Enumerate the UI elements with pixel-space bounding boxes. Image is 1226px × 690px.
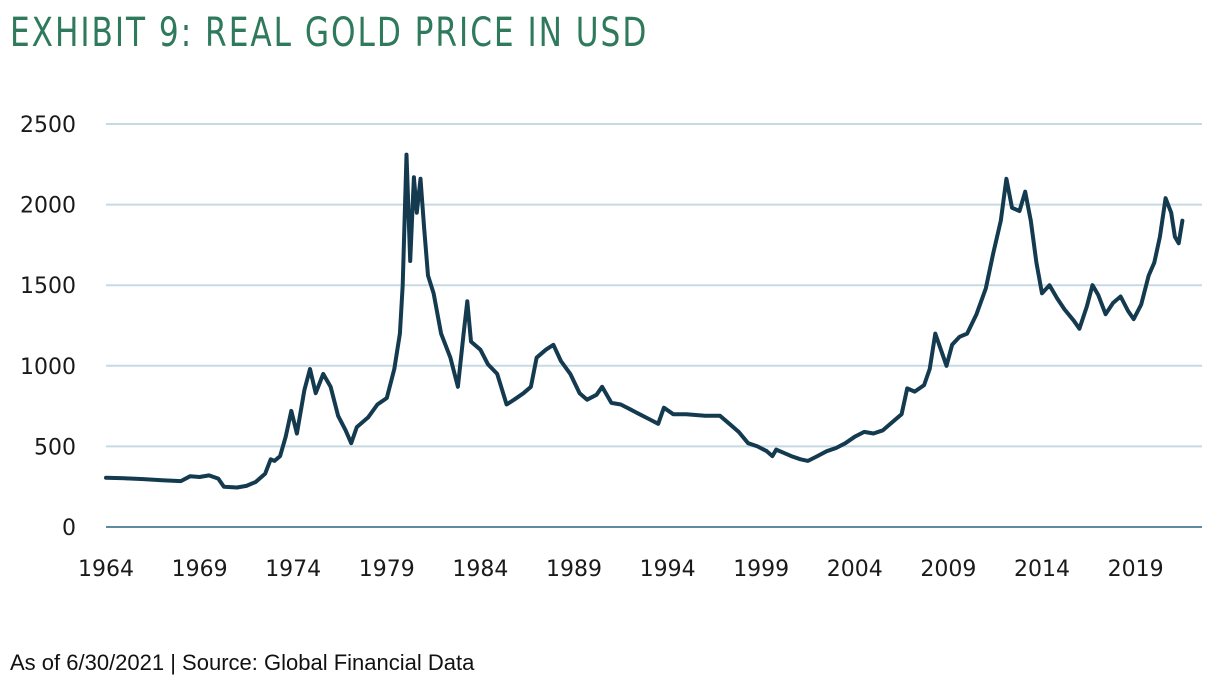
series-layer (104, 152, 1185, 490)
y-tick-label: 0 (62, 516, 76, 541)
y-tick-label: 2000 (20, 194, 76, 219)
y-tick-label: 500 (34, 435, 76, 460)
x-tick-label: 2019 (1108, 557, 1164, 582)
x-tick-label: 1999 (733, 557, 789, 582)
y-axis-tick-labels: 0 500 1000 1500 2000 2500 (20, 113, 76, 541)
x-tick-label: 2009 (920, 557, 976, 582)
x-tick-label: 1964 (78, 557, 134, 582)
x-tick-label: 1989 (546, 557, 602, 582)
source-footnote: As of 6/30/2021 | Source: Global Financi… (10, 650, 475, 675)
x-tick-label: 2004 (827, 557, 883, 582)
y-tick-label: 2500 (20, 113, 76, 138)
x-tick-label: 1974 (265, 557, 321, 582)
x-tick-label: 1969 (172, 557, 228, 582)
x-tick-label: 1994 (640, 557, 696, 582)
x-tick-label: 1979 (359, 557, 415, 582)
gridlines (106, 123, 1202, 448)
x-axis-tick-labels: 1964 1969 1974 1979 1984 1989 1994 1999 2004 2009… (78, 557, 1164, 582)
y-tick-label: 1500 (20, 274, 76, 299)
gold-price-line (104, 152, 1185, 490)
x-tick-label: 1984 (452, 557, 508, 582)
x-tick-label: 2014 (1014, 557, 1070, 582)
y-tick-label: 1000 (20, 355, 76, 380)
chart-title: EXHIBIT 9: REAL GOLD PRICE IN USD (10, 10, 649, 56)
